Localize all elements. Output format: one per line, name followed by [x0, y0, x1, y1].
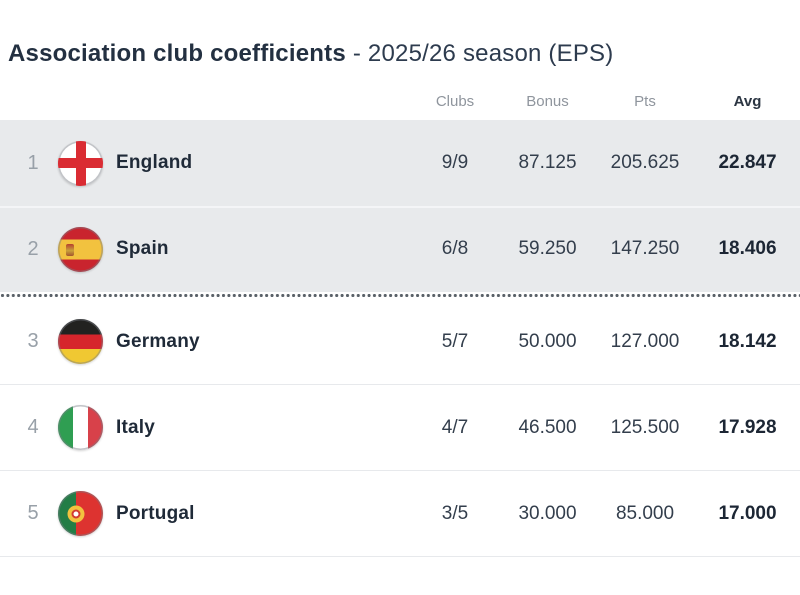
- pts-value: 127.000: [610, 330, 680, 352]
- clubs-value: 9/9: [441, 152, 469, 173]
- clubs-value: 4/7: [441, 416, 469, 438]
- pts-value: 205.625: [610, 152, 680, 173]
- avg-value: 17.928: [718, 416, 777, 438]
- spain-crest: [66, 243, 74, 256]
- rank-label: 2: [27, 237, 39, 260]
- bonus-value: 50.000: [518, 330, 577, 352]
- page-title: Association club coefficients - 2025/26 s…: [8, 40, 800, 68]
- column-header-bonus: Bonus: [526, 92, 569, 110]
- country-name: Portugal: [116, 502, 195, 524]
- pts-value: 125.500: [610, 416, 680, 438]
- italy-flag-icon: [58, 405, 103, 450]
- column-header-avg: Avg: [733, 92, 762, 110]
- portugal-flag-icon: [58, 491, 103, 536]
- table-header-row: Clubs Bonus Pts Avg: [0, 82, 800, 120]
- rank-label: 4: [27, 416, 39, 438]
- england-flag-icon: [58, 140, 103, 186]
- rank-label: 5: [27, 502, 39, 524]
- table-row-italy[interactable]: 4 Italy 4/7 46.500 125.500 17.928: [0, 385, 800, 471]
- bonus-value: 30.000: [518, 502, 577, 524]
- country-cell: 5 Portugal: [0, 491, 410, 536]
- table-row-germany[interactable]: 3 Germany 5/7 50.000 127.000 18.142: [0, 299, 800, 385]
- country-cell: 1 England: [0, 140, 410, 186]
- table-row-spain[interactable]: 2 Spain 6/8 59.250 147.250 18.406: [0, 206, 800, 292]
- clubs-value: 6/8: [441, 238, 469, 259]
- country-cell: 3 Germany: [0, 319, 410, 364]
- bonus-value: 46.500: [518, 416, 577, 438]
- clubs-value: 3/5: [441, 502, 469, 524]
- rank-label: 1: [27, 151, 39, 174]
- table-row-portugal[interactable]: 5 Portugal 3/5 30.000 85.000 17.000: [0, 471, 800, 557]
- country-name: England: [116, 152, 193, 173]
- column-header-clubs: Clubs: [435, 92, 475, 110]
- pts-value: 147.250: [610, 238, 680, 259]
- avg-value: 22.847: [718, 152, 777, 173]
- avg-value: 18.142: [718, 330, 777, 352]
- bonus-value: 59.250: [518, 238, 577, 259]
- spain-flag-icon: [58, 226, 103, 272]
- bonus-value: 87.125: [518, 152, 577, 173]
- country-name: Spain: [116, 238, 169, 259]
- clubs-value: 5/7: [441, 330, 469, 352]
- table-row-england[interactable]: 1 England 9/9 87.125 205.625 22.847: [0, 120, 800, 206]
- rank-label: 3: [27, 330, 39, 352]
- pts-value: 85.000: [615, 502, 675, 524]
- page-title-suffix: - 2025/26 season (EPS): [352, 40, 614, 67]
- page-title-main: Association club coefficients: [8, 40, 346, 67]
- germany-flag-icon: [58, 319, 103, 364]
- qualification-threshold-separator: [0, 292, 800, 299]
- coefficients-table: Clubs Bonus Pts Avg 1 England 9/9 87.125…: [0, 82, 800, 557]
- portugal-armillary-sphere: [67, 505, 85, 522]
- column-header-pts: Pts: [634, 92, 656, 110]
- avg-value: 17.000: [718, 502, 777, 524]
- country-name: Germany: [116, 330, 200, 352]
- avg-value: 18.406: [718, 238, 777, 259]
- country-cell: 2 Spain: [0, 226, 410, 272]
- country-name: Italy: [116, 416, 156, 438]
- country-cell: 4 Italy: [0, 405, 410, 450]
